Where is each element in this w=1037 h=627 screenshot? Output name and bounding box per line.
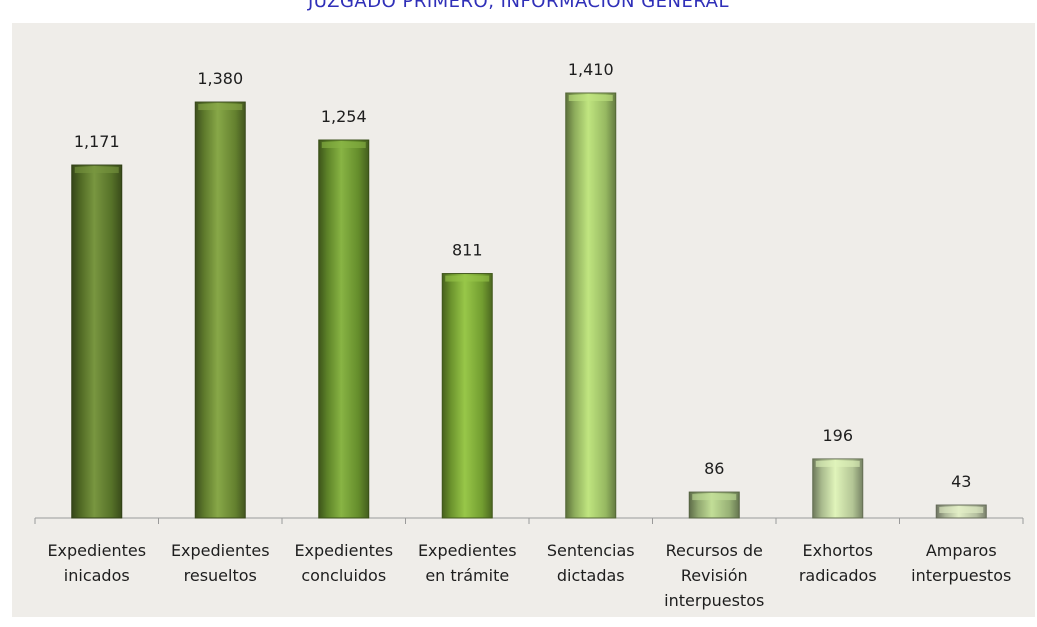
- bar-highlight: [568, 95, 613, 101]
- data-label: 196: [822, 426, 853, 445]
- bar: [565, 92, 617, 519]
- data-label: 43: [951, 472, 971, 491]
- bar-highlight: [939, 507, 984, 514]
- data-label: 1,254: [321, 107, 367, 126]
- bar-highlight: [198, 104, 243, 111]
- bar: [194, 101, 246, 519]
- category-label: Expedientes en trámite: [418, 541, 517, 585]
- bar-highlight: [321, 142, 366, 149]
- category-label: Expedientes concluidos: [294, 541, 393, 585]
- category-label: Expedientes resueltos: [171, 541, 270, 585]
- bar: [71, 164, 123, 519]
- category-label: Amparos interpuestos: [911, 541, 1011, 585]
- category-label: Recursos de Revisión interpuestos: [664, 541, 764, 610]
- bar-highlight: [74, 167, 119, 174]
- data-label: 811: [452, 241, 483, 260]
- data-label: 1,380: [197, 69, 243, 88]
- bar-highlight: [692, 494, 737, 501]
- bar: [318, 139, 370, 519]
- category-label: Exhortos radicados: [799, 541, 877, 585]
- bar-highlight: [815, 460, 860, 467]
- data-label: 1,171: [74, 132, 120, 151]
- category-label: Expedientes inicados: [47, 541, 146, 585]
- data-label: 86: [704, 459, 724, 478]
- bar: [812, 458, 864, 519]
- bar-highlight: [445, 275, 490, 282]
- chart-title: JUZGADO PRIMERO, INFORMACIÓN GENERAL: [307, 0, 730, 12]
- bar: [441, 273, 493, 519]
- data-label: 1,410: [568, 60, 614, 79]
- category-label: Sentencias dictadas: [547, 541, 635, 585]
